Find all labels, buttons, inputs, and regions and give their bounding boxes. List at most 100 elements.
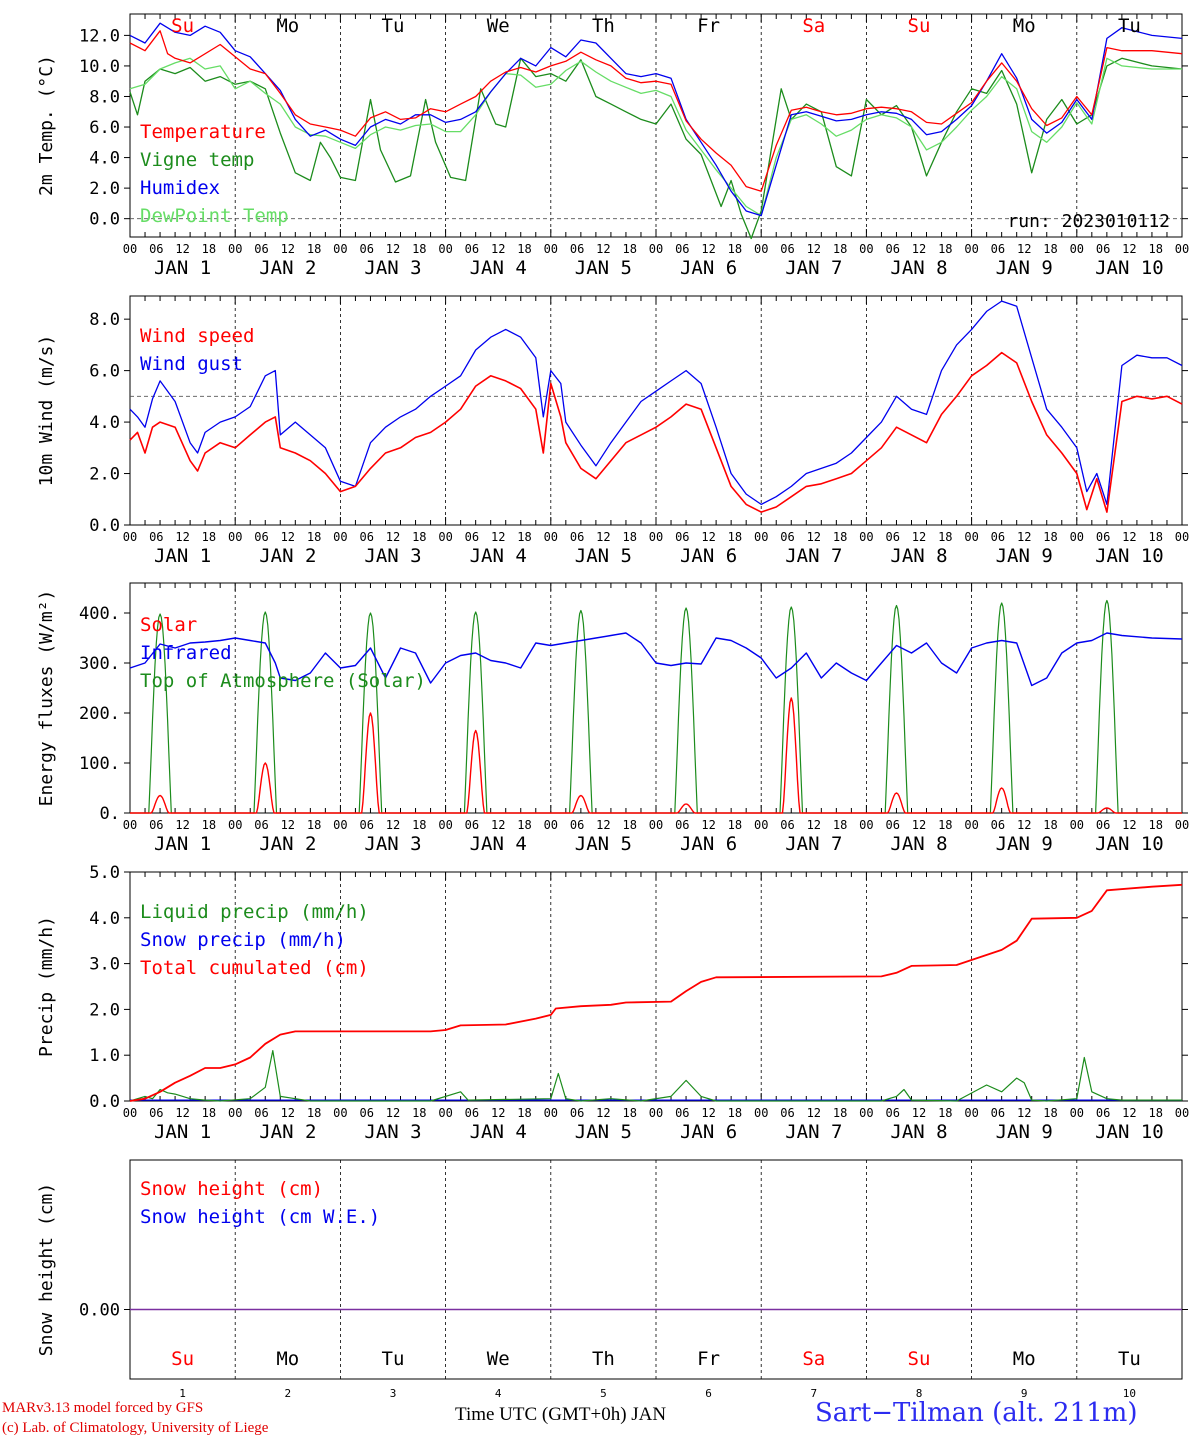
x-hour-label: 18 — [622, 242, 636, 256]
x-hour-label: 12 — [491, 818, 505, 832]
y-tick-label: 4.0 — [89, 909, 120, 929]
x-hour-label: 18 — [728, 1106, 742, 1120]
x-hour-label: 12 — [491, 242, 505, 256]
x-hour-label: 00 — [754, 818, 768, 832]
x-hour-label: 12 — [807, 818, 821, 832]
y-tick-label: 2.0 — [89, 179, 120, 199]
x-day-label: JAN 4 — [470, 1121, 527, 1143]
x-hour-label: 18 — [202, 818, 216, 832]
x-hour-label: 00 — [859, 530, 873, 544]
x-hour-label: 00 — [1070, 242, 1084, 256]
x-hour-label: 18 — [1148, 1106, 1162, 1120]
x-hour-label: 06 — [780, 818, 794, 832]
day-number-label: 7 — [810, 1387, 817, 1400]
y-tick-label: 2.0 — [89, 1000, 120, 1020]
x-hour-label: 06 — [780, 530, 794, 544]
temp-axis-label: 2m Temp. (°C) — [36, 55, 57, 196]
x-hour-label: 00 — [544, 818, 558, 832]
x-day-label: JAN 5 — [575, 833, 632, 855]
x-hour-label: 00 — [333, 530, 347, 544]
x-hour-label: 06 — [254, 530, 268, 544]
wind-axis-label: 10m Wind (m/s) — [36, 335, 57, 487]
x-hour-label: 00 — [544, 530, 558, 544]
x-hour-label: 00 — [754, 242, 768, 256]
x-hour-label: 12 — [175, 530, 189, 544]
x-hour-label: 06 — [1096, 1106, 1110, 1120]
x-hour-label: 18 — [307, 242, 321, 256]
x-day-label: JAN 9 — [996, 1121, 1053, 1143]
day-number-label: 8 — [916, 1387, 923, 1400]
x-day-label: JAN 9 — [996, 545, 1053, 567]
x-hour-label: 12 — [491, 530, 505, 544]
x-day-label: JAN 9 — [996, 257, 1053, 279]
x-hour-label: 12 — [596, 530, 610, 544]
snow-legend-entry: Snow height (cm W.E.) — [140, 1206, 380, 1228]
x-day-label: JAN 2 — [259, 833, 316, 855]
x-hour-label: 18 — [1043, 242, 1057, 256]
series-liquid-precip — [129, 1050, 1182, 1102]
x-hour-label: 12 — [807, 1106, 821, 1120]
x-hour-label: 12 — [912, 818, 926, 832]
x-hour-label: 00 — [1175, 530, 1189, 544]
x-hour-label: 06 — [675, 242, 689, 256]
x-hour-label: 12 — [1122, 242, 1136, 256]
x-hour-label: 18 — [307, 818, 321, 832]
x-hour-label: 00 — [438, 1106, 452, 1120]
energy-legend-entry: Solar — [140, 614, 197, 636]
x-hour-label: 12 — [1017, 818, 1031, 832]
series-total-cumulated — [129, 883, 1183, 1102]
y-tick-label: 8.0 — [89, 87, 120, 107]
y-tick-label: 0.0 — [89, 210, 120, 230]
x-day-label: JAN 6 — [680, 833, 737, 855]
panel-frame-0 — [129, 13, 1183, 238]
x-hour-label: 12 — [1122, 1106, 1136, 1120]
x-hour-label: 06 — [991, 1106, 1005, 1120]
temp-legend-entry: DewPoint Temp — [140, 205, 289, 227]
wind-legend-entry: Wind gust — [140, 353, 243, 375]
x-hour-label: 18 — [622, 1106, 636, 1120]
weekday-label: Th — [592, 1348, 615, 1370]
day-number-label: 5 — [600, 1387, 607, 1400]
y-tick-label: 6.0 — [89, 362, 120, 382]
x-hour-label: 12 — [386, 818, 400, 832]
energy-legend-entry: Top of Atmosphere (Solar) — [140, 670, 426, 692]
x-hour-label: 06 — [885, 530, 899, 544]
x-day-label: JAN 1 — [154, 833, 211, 855]
y-tick-label: 12.0 — [79, 26, 120, 46]
x-hour-label: 00 — [649, 818, 663, 832]
temp-legend-entry: Temperature — [140, 121, 266, 143]
y-tick-label: 200. — [79, 704, 120, 724]
x-hour-label: 06 — [465, 242, 479, 256]
day-number-label: 4 — [495, 1387, 502, 1400]
x-hour-label: 12 — [281, 530, 295, 544]
x-hour-label: 12 — [912, 530, 926, 544]
x-hour-label: 06 — [885, 1106, 899, 1120]
x-hour-label: 12 — [701, 530, 715, 544]
x-day-label: JAN 5 — [575, 1121, 632, 1143]
x-hour-label: 12 — [386, 242, 400, 256]
x-day-label: JAN 3 — [364, 257, 421, 279]
x-day-label: JAN 3 — [364, 833, 421, 855]
x-hour-label: 06 — [780, 1106, 794, 1120]
station-title: Sart−Tilman (alt. 211m) — [815, 1398, 1138, 1428]
x-hour-label: 06 — [465, 530, 479, 544]
weekday-label: Mo — [276, 15, 299, 37]
x-hour-label: 12 — [281, 818, 295, 832]
weekday-label: Mo — [1013, 1348, 1036, 1370]
x-hour-label: 06 — [254, 818, 268, 832]
credit-line-1: MARv3.13 model forced by GFS — [2, 1400, 204, 1416]
x-hour-label: 00 — [964, 1106, 978, 1120]
x-hour-label: 06 — [570, 1106, 584, 1120]
x-hour-label: 00 — [544, 1106, 558, 1120]
y-tick-label: 400. — [79, 604, 120, 624]
x-hour-label: 18 — [517, 242, 531, 256]
x-hour-label: 06 — [359, 1106, 373, 1120]
x-hour-label: 12 — [386, 1106, 400, 1120]
energy-legend-entry: Infrared — [140, 642, 232, 664]
weekday-label: Tu — [1118, 1348, 1141, 1370]
weekday-label: Tu — [382, 1348, 405, 1370]
x-hour-label: 18 — [1148, 818, 1162, 832]
weekday-label: Fr — [697, 15, 720, 37]
precip-legend-entry: Total cumulated (cm) — [140, 957, 369, 979]
x-day-label: JAN 7 — [785, 1121, 842, 1143]
